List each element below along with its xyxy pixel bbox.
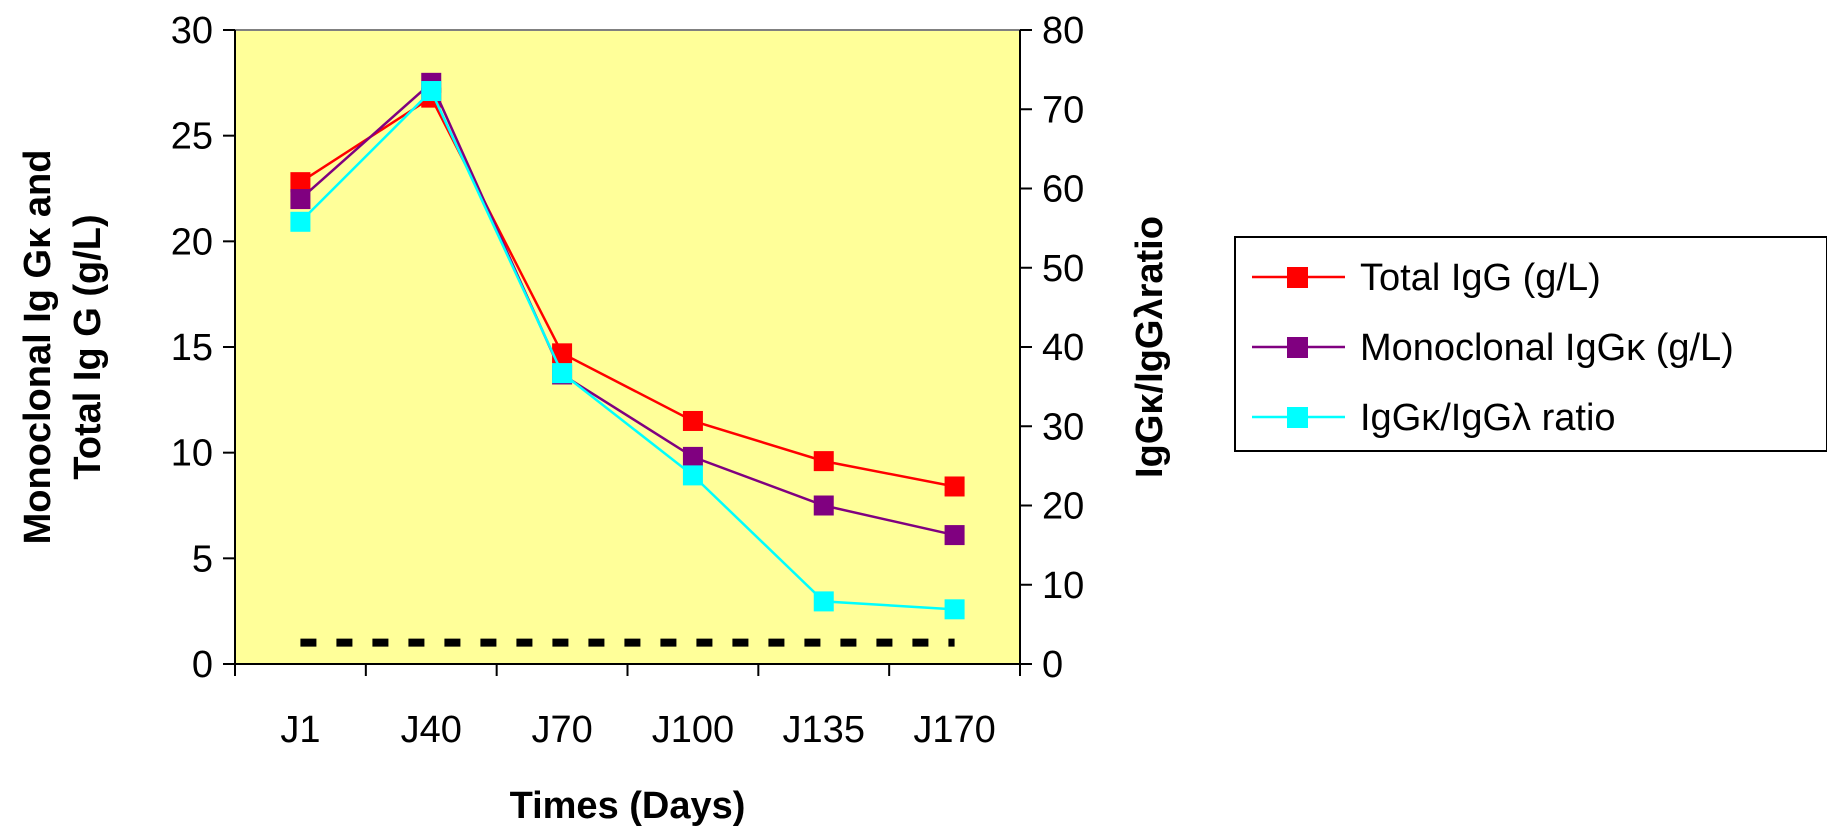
- left-axis-tick-label: 30: [171, 10, 213, 52]
- right-axis-tick-label: 70: [1042, 89, 1084, 131]
- right-axis-tick-label: 10: [1042, 565, 1084, 607]
- x-axis-tick-label: J135: [783, 709, 865, 751]
- right-axis-tick-label: 60: [1042, 169, 1084, 211]
- left-axis-tick-label: 25: [171, 116, 213, 158]
- data-point-marker: [290, 189, 311, 210]
- data-point-marker: [552, 363, 573, 384]
- left-axis-tick-label: 15: [171, 327, 213, 369]
- legend-marker: [1287, 267, 1308, 288]
- data-point-marker: [682, 410, 703, 431]
- legend-label: Monoclonal IgGκ (g/L): [1360, 327, 1734, 369]
- legend-label: IgGκ/IgGλ ratio: [1360, 397, 1616, 439]
- data-point-marker: [290, 211, 311, 232]
- right-axis-title: IgGκ/IgGλratio: [1129, 216, 1171, 478]
- right-axis-tick-label: 0: [1042, 644, 1063, 686]
- x-axis-tick-label: J100: [652, 709, 734, 751]
- left-axis-title: Monoclonal Ig Gκ and Total Ig G (g/L): [17, 150, 109, 545]
- data-point-marker: [944, 599, 965, 620]
- x-axis-tick-label: J70: [531, 709, 592, 751]
- right-axis-tick-label: 40: [1042, 327, 1084, 369]
- data-point-marker: [813, 591, 834, 612]
- left-axis-tick-label: 0: [192, 644, 213, 686]
- x-axis-title: Times (Days): [510, 785, 746, 827]
- data-point-marker: [813, 451, 834, 472]
- series-line: [299, 80, 955, 537]
- data-point-marker: [944, 476, 965, 497]
- right-axis-tick-label: 80: [1042, 10, 1084, 52]
- axis-layer: 0 5 10 15 20 25 30 0 10 20 30 40 50 60 70 80 J1 J40 J70 J10…: [17, 10, 1171, 827]
- data-point-marker: [944, 525, 965, 546]
- left-axis-tick-label: 20: [171, 221, 213, 263]
- left-axis-title-line: Monoclonal Ig Gκ and: [17, 150, 59, 545]
- legend-box: [1234, 236, 1827, 452]
- right-axis-tick-label: 20: [1042, 486, 1084, 528]
- data-point-marker: [813, 495, 834, 516]
- right-axis-tick-label: 30: [1042, 406, 1084, 448]
- x-axis-tick-label: J1: [280, 709, 320, 751]
- series-line: [299, 88, 955, 611]
- legend-label: Total IgG (g/L): [1360, 257, 1601, 299]
- data-point-marker: [421, 81, 442, 102]
- data-point-marker: [290, 172, 311, 193]
- left-axis-tick-label: 10: [171, 433, 213, 475]
- data-point-marker: [552, 343, 573, 364]
- data-point-marker: [682, 446, 703, 467]
- left-axis-tick-label: 5: [192, 538, 213, 580]
- data-point-marker: [682, 465, 703, 486]
- legend-marker: [1287, 337, 1308, 358]
- x-axis-tick-label: J170: [913, 709, 995, 751]
- legend: Total IgG (g/L) Monoclonal IgGκ (g/L) IgGκ…: [1234, 236, 1827, 452]
- series-layer: [290, 72, 965, 620]
- legend-marker: [1287, 407, 1308, 428]
- plot-area: [234, 29, 1021, 665]
- right-axis-tick-label: 50: [1042, 248, 1084, 290]
- left-axis-title-line: Total Ig G (g/L): [67, 214, 109, 479]
- x-axis-tick-label: J40: [401, 709, 462, 751]
